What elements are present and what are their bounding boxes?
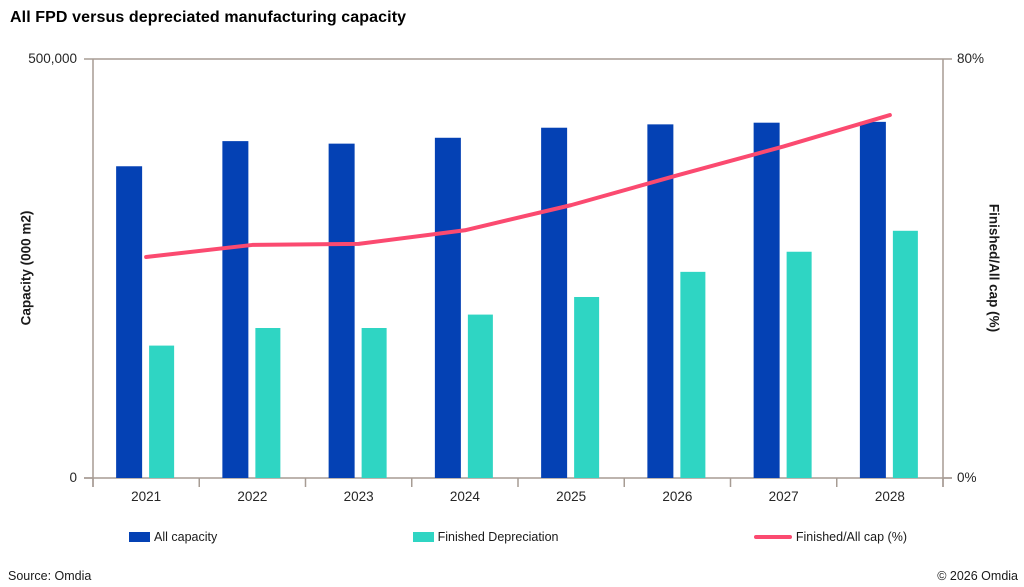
bar-all-capacity-2023: [328, 143, 355, 478]
bar-finished-depreciation-2021: [149, 345, 175, 478]
finished-depreciation-swatch-icon: [412, 532, 434, 542]
bar-all-capacity-2022: [222, 141, 249, 478]
legend-item-finished-depreciation: Finished Depreciation: [412, 530, 559, 544]
legend-label: Finished/All cap (%): [795, 530, 907, 544]
legend-item-all-capacity: All capacity: [129, 530, 217, 544]
all-capacity-swatch-icon: [129, 532, 150, 542]
right-axis-max-tick: 80%: [957, 51, 985, 66]
x-tick-label-2021: 2021: [131, 489, 161, 504]
legend-label: All capacity: [154, 530, 218, 544]
bar-finished-depreciation-2025: [574, 296, 600, 478]
x-tick-label-2023: 2023: [344, 489, 374, 504]
left-axis-title: Capacity (000 m2): [18, 210, 34, 326]
x-tick-label-2026: 2026: [662, 489, 692, 504]
bar-finished-depreciation-2023: [361, 327, 387, 478]
ratio-line-swatch-icon: [753, 535, 792, 539]
bar-finished-depreciation-2027: [786, 251, 812, 478]
bar-finished-depreciation-2022: [255, 327, 281, 478]
right-axis-min-tick: 0%: [957, 470, 977, 485]
x-tick-label-2027: 2027: [769, 489, 799, 504]
finished-all-cap-line: [144, 113, 892, 259]
bar-finished-depreciation-2026: [680, 271, 706, 478]
x-tick-label-2025: 2025: [556, 489, 586, 504]
left-axis-max-tick: 500,000: [28, 51, 77, 66]
bar-all-capacity-2025: [541, 127, 568, 478]
bar-all-capacity-2027: [753, 122, 780, 479]
left-axis-min-tick: 0: [69, 470, 77, 485]
bar-all-capacity-2021: [116, 166, 143, 478]
bar-all-capacity-2024: [434, 137, 461, 478]
source-credit: Source: Omdia: [8, 569, 92, 583]
x-tick-label-2022: 2022: [237, 489, 267, 504]
combo-chart: 2021 2022 2023 2024 2025 2026 2027 2028: [84, 58, 952, 504]
copyright-notice: © 2026 Omdia: [937, 569, 1018, 583]
legend-label: Finished Depreciation: [437, 530, 559, 544]
chart-legend: All capacity Finished Depreciation Finis…: [129, 530, 907, 544]
x-tick-label-2024: 2024: [450, 489, 481, 504]
bar-finished-depreciation-2024: [467, 314, 493, 478]
bar-all-capacity-2028: [859, 121, 886, 478]
right-axis-title: Finished/All cap (%): [986, 203, 1002, 333]
x-tick-label-2028: 2028: [875, 489, 905, 504]
legend-item-finished-all-cap: Finished/All cap (%): [753, 530, 907, 544]
chart-title: All FPD versus depreciated manufacturing…: [10, 9, 407, 26]
bar-finished-depreciation-2028: [892, 230, 918, 478]
